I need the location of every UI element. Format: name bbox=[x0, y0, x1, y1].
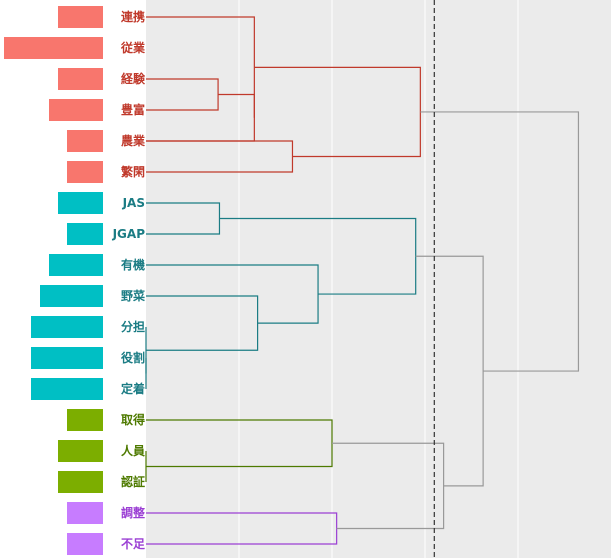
leaf-label: 従業 bbox=[120, 40, 146, 55]
frequency-bar bbox=[49, 99, 103, 121]
leaf-label: 取得 bbox=[121, 412, 145, 427]
dendrogram-link bbox=[146, 16, 255, 118]
leaf-label: 役割 bbox=[121, 350, 145, 365]
frequency-bar bbox=[67, 223, 103, 245]
leaf-label: 経験 bbox=[121, 71, 146, 86]
leaf-label: 繁閑 bbox=[121, 164, 145, 179]
leaf-label: JAS bbox=[122, 196, 145, 210]
leaf-label: 調整 bbox=[121, 505, 145, 520]
leaf-label: 定着 bbox=[121, 381, 145, 396]
frequency-bar bbox=[49, 254, 103, 276]
leaf-label: 豊富 bbox=[121, 102, 145, 117]
leaf-label: 分担 bbox=[121, 319, 145, 334]
leaf-label: JGAP bbox=[112, 227, 146, 241]
dendrogram-links bbox=[145, 16, 580, 545]
frequency-bar bbox=[40, 285, 103, 307]
frequency-bar bbox=[58, 471, 103, 493]
frequency-bar bbox=[31, 378, 103, 400]
frequency-bar bbox=[67, 533, 103, 555]
frequency-bar bbox=[58, 440, 103, 462]
frequency-bar bbox=[67, 502, 103, 524]
frequency-bar bbox=[67, 409, 103, 431]
plot-panel bbox=[146, 0, 611, 558]
leaf-label: 連携 bbox=[121, 9, 145, 24]
frequency-bar bbox=[31, 316, 103, 338]
leaf-label: 野菜 bbox=[121, 288, 145, 303]
frequency-bar bbox=[58, 6, 103, 28]
dendrogram-link bbox=[420, 111, 580, 372]
leaf-label: 人員 bbox=[121, 443, 145, 458]
frequency-bar bbox=[31, 347, 103, 369]
leaf-label: 認証 bbox=[121, 474, 145, 489]
frequency-bar bbox=[67, 130, 103, 152]
leaf-label: 不足 bbox=[121, 537, 145, 551]
frequency-bars bbox=[4, 6, 103, 555]
leaf-label: 農業 bbox=[121, 133, 146, 148]
frequency-bar bbox=[67, 161, 103, 183]
frequency-bar bbox=[58, 192, 103, 214]
frequency-bar bbox=[4, 37, 103, 59]
frequency-bar bbox=[58, 68, 103, 90]
leaf-label: 有機 bbox=[121, 257, 145, 272]
